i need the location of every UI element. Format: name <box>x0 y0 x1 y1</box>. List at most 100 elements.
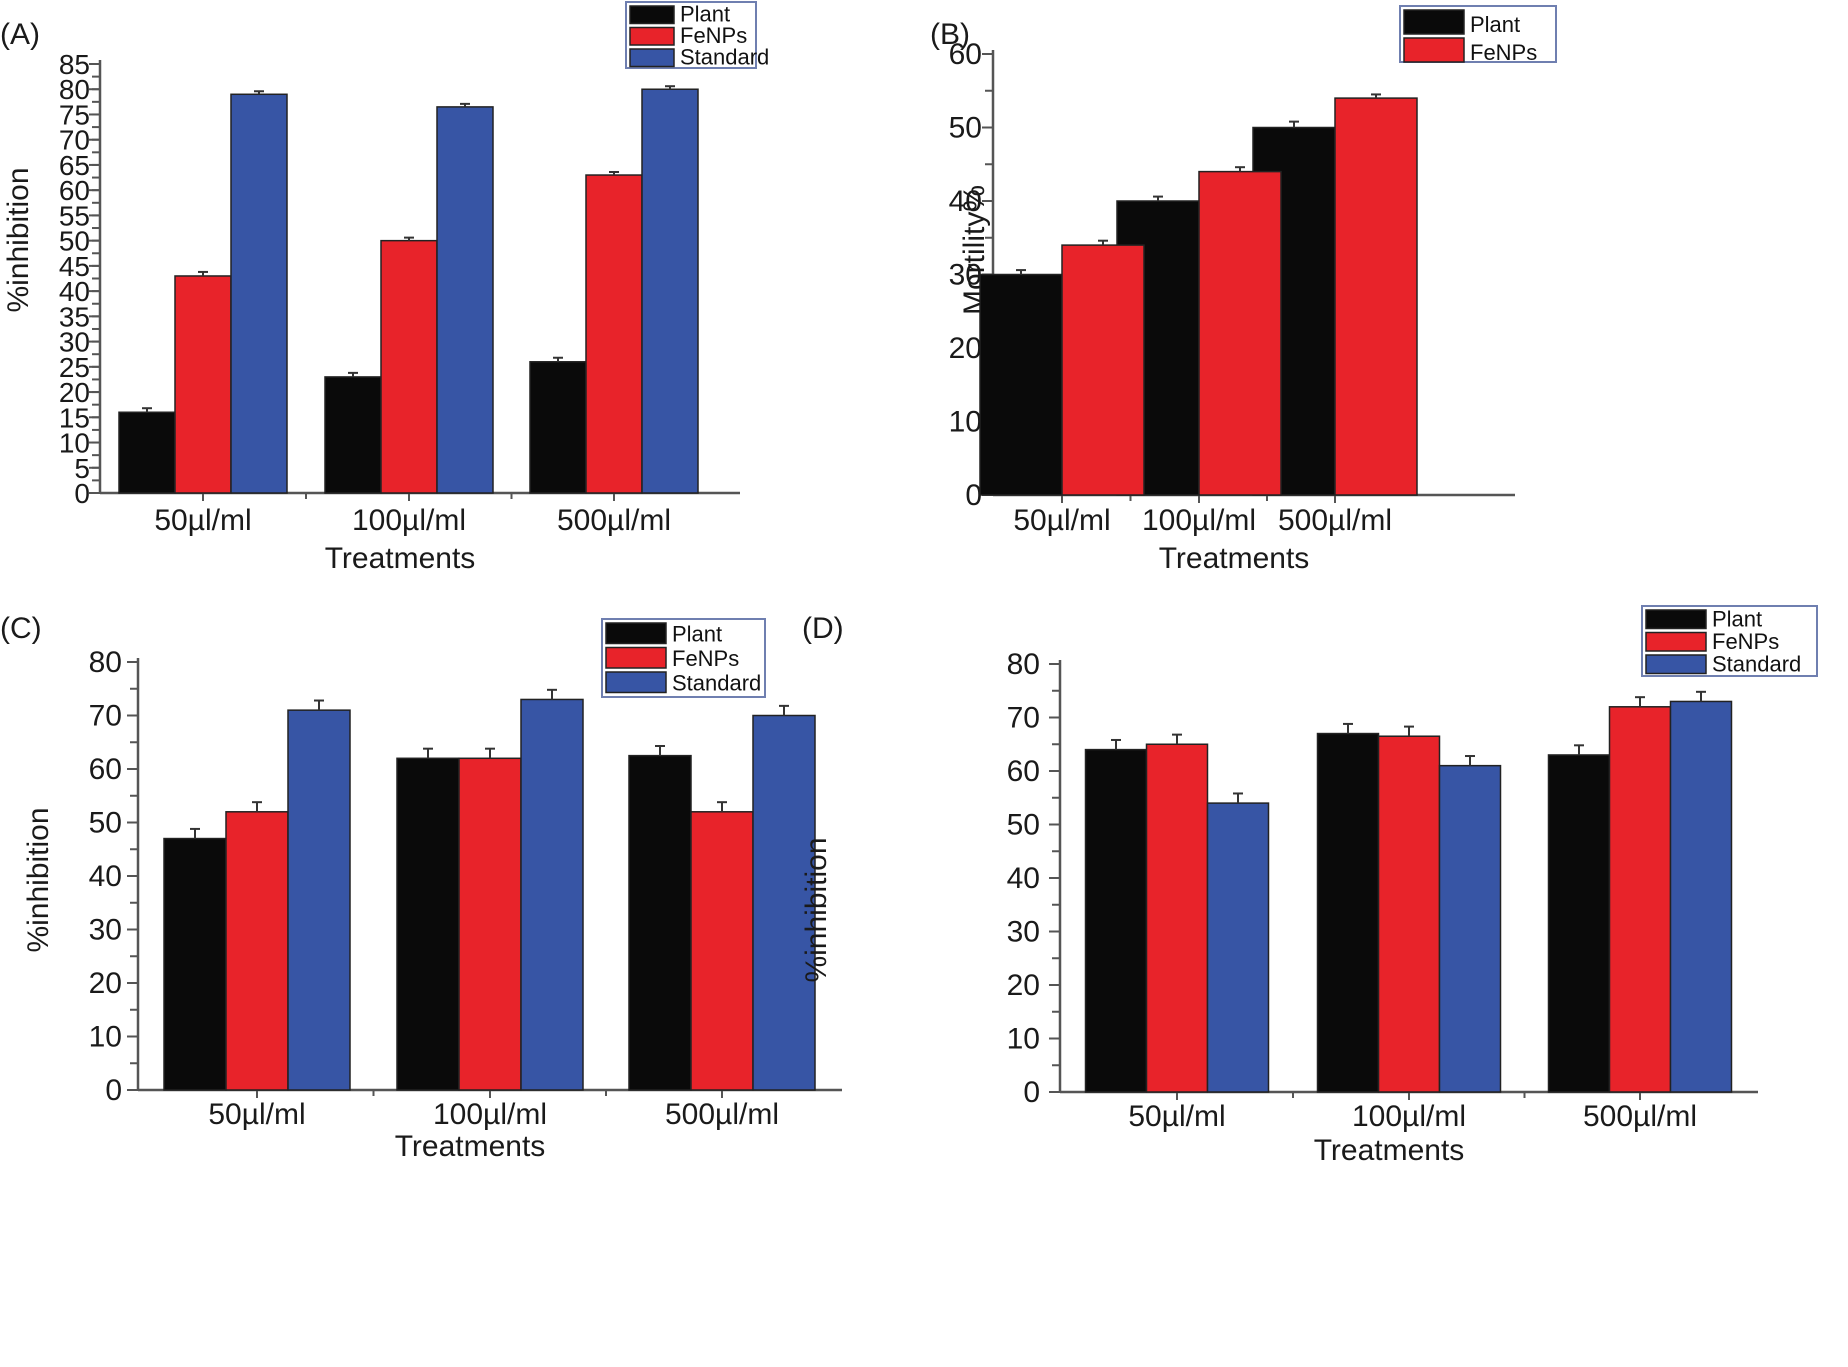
x-axis-title: Treatments <box>325 542 476 575</box>
y-tick-label: 40 <box>89 860 122 893</box>
chart-panel-b: (B) 0 10 20 30 40 50 60 50µl/ml 100µl/ml 500µl/ml T… <box>930 5 1557 575</box>
y-axis-title: %inhibition <box>800 837 833 982</box>
x-tick-label: 50µl/ml <box>208 1098 305 1131</box>
legend-swatch-standard <box>1645 654 1707 675</box>
y-tick-label: 50 <box>89 807 122 840</box>
chart-panel-d: (D) 0 10 20 30 40 50 60 70 80 50µl/ml 100µl/ml 500µl… <box>800 605 1818 1167</box>
y-tick-label: 35 <box>59 301 90 332</box>
y-tick-label: 30 <box>89 914 122 947</box>
bar-standard <box>641 88 699 494</box>
bar-fenps <box>174 275 232 494</box>
legend-label-standard: Standard <box>672 671 761 696</box>
legend: Plant FeNPs <box>1399 5 1557 65</box>
y-tick-label: 80 <box>59 74 90 105</box>
panel-label: (C) <box>0 612 42 645</box>
y-tick-label: 0 <box>1023 1076 1040 1109</box>
y-tick-label: 40 <box>59 276 90 307</box>
bar-standard <box>287 709 351 1091</box>
bar-fenps <box>1061 244 1145 496</box>
bar-plant <box>1547 754 1611 1093</box>
legend-swatch-plant <box>605 622 667 645</box>
y-tick-label: 20 <box>1007 969 1040 1002</box>
legend-swatch-plant <box>629 5 675 25</box>
legend-swatch-fenps <box>1645 631 1707 652</box>
bar-standard <box>1438 764 1502 1093</box>
x-axis-title: Treatments <box>395 1130 546 1163</box>
bar-plant <box>628 754 692 1091</box>
legend-label-fenps: FeNPs <box>680 23 747 48</box>
bar-fenps <box>1377 735 1441 1093</box>
y-tick-label: 20 <box>89 967 122 1000</box>
legend-label-standard: Standard <box>680 45 769 70</box>
panel-label: (D) <box>802 612 844 645</box>
bar-plant <box>163 837 227 1091</box>
legend-label-plant: Plant <box>672 622 722 647</box>
y-tick-label: 85 <box>59 49 90 80</box>
y-tick-label: 60 <box>949 38 982 71</box>
x-tick-label: 500µl/ml <box>1583 1100 1697 1133</box>
y-tick-label: 50 <box>1007 809 1040 842</box>
x-tick-label: 50µl/ml <box>1128 1100 1225 1133</box>
legend-label-plant: Plant <box>1470 12 1520 37</box>
bar-plant <box>324 376 382 494</box>
legend-label-fenps: FeNPs <box>672 646 739 671</box>
bar-fenps <box>380 239 438 494</box>
x-tick-label: 100µl/ml <box>352 504 466 537</box>
y-tick-label: 0 <box>74 478 90 509</box>
x-tick-label: 50µl/ml <box>154 504 251 537</box>
x-tick-label: 100µl/ml <box>1142 504 1256 537</box>
x-axis-title: Treatments <box>1314 1134 1465 1167</box>
legend-label-plant: Plant <box>1712 607 1762 632</box>
legend-swatch-fenps <box>629 26 675 46</box>
bar-fenps <box>1608 706 1672 1093</box>
y-tick-label: 5 <box>74 453 90 484</box>
bar-standard <box>1206 802 1270 1093</box>
x-axis-title: Treatments <box>1159 542 1310 575</box>
y-tick-label: 10 <box>59 428 90 459</box>
y-tick-label: 20 <box>59 377 90 408</box>
y-tick-label: 45 <box>59 251 90 282</box>
bar-fenps <box>690 811 754 1091</box>
y-tick-label: 80 <box>89 646 122 679</box>
bar-fenps <box>1145 743 1209 1093</box>
y-tick-label: 60 <box>59 175 90 206</box>
y-tick-label: 25 <box>59 352 90 383</box>
y-tick-label: 80 <box>1007 648 1040 681</box>
y-axis-title: %inhibition <box>2 167 35 312</box>
y-tick-label: 75 <box>59 99 90 130</box>
y-tick-label: 50 <box>59 226 90 257</box>
y-tick-label: 20 <box>949 332 982 365</box>
legend-swatch-fenps <box>1403 37 1465 63</box>
y-tick-label: 50 <box>949 112 982 145</box>
y-tick-label: 30 <box>59 327 90 358</box>
x-tick-label: 500µl/ml <box>665 1098 779 1131</box>
bar-plant <box>396 757 460 1091</box>
bar-fenps <box>1334 97 1418 496</box>
y-tick-label: 30 <box>949 259 982 292</box>
y-tick-label: 70 <box>1007 702 1040 735</box>
bar-fenps <box>1198 170 1282 496</box>
y-tick-label: 70 <box>59 125 90 156</box>
x-tick-label: 100µl/ml <box>433 1098 547 1131</box>
y-tick-label: 70 <box>89 700 122 733</box>
panel-label: (B) <box>930 18 970 51</box>
bar-standard <box>752 714 816 1091</box>
bar-plant <box>118 411 176 494</box>
bar-plant <box>979 273 1063 496</box>
bar-plant <box>1316 732 1380 1093</box>
panel-label: (A) <box>0 18 40 51</box>
legend-swatch-standard <box>629 48 675 68</box>
y-tick-label: 40 <box>1007 862 1040 895</box>
legend-swatch-plant <box>1645 609 1707 630</box>
y-tick-label: 10 <box>89 1021 122 1054</box>
x-tick-label: 500µl/ml <box>1278 504 1392 537</box>
y-tick-label: 40 <box>949 185 982 218</box>
chart-panel-c: (C) 0 10 20 30 40 50 60 70 80 50µl/ml 100µl/ml 500µl… <box>0 612 842 1163</box>
y-tick-label: 10 <box>949 406 982 439</box>
legend-label-standard: Standard <box>1712 652 1801 677</box>
